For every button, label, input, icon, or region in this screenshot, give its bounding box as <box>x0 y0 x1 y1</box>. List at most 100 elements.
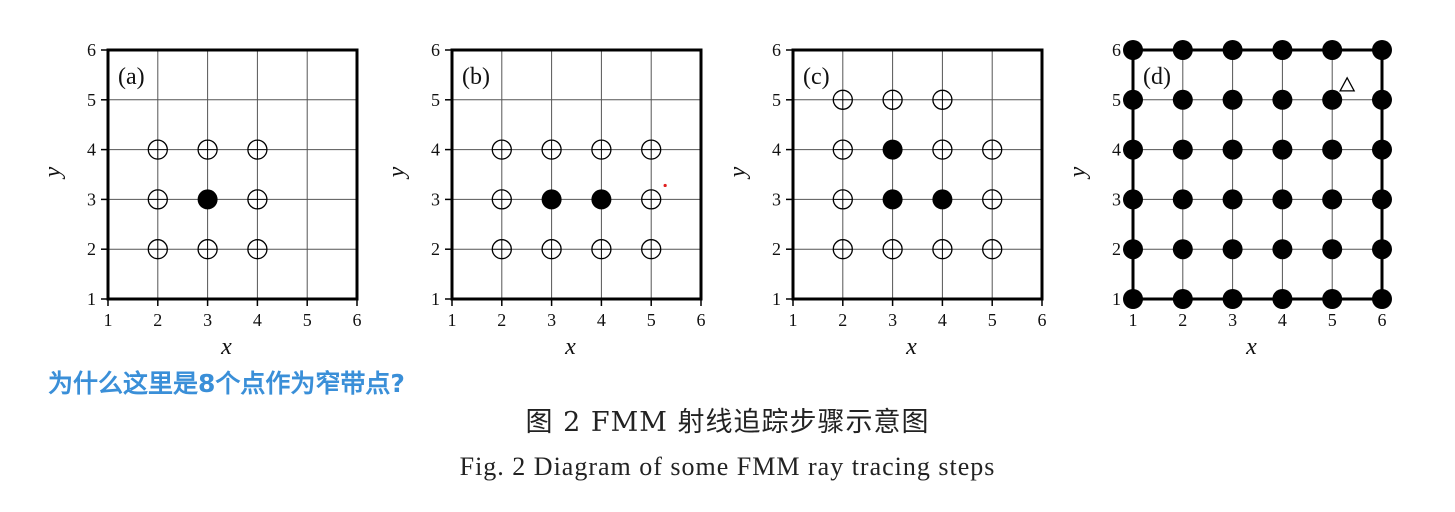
filled-point <box>1172 239 1193 260</box>
filled-point <box>1123 239 1143 260</box>
x-tick-label: 4 <box>597 310 606 330</box>
filled-point <box>1222 239 1243 260</box>
panel-label: (a) <box>118 64 145 90</box>
x-tick-label: 4 <box>1278 310 1287 330</box>
filled-point <box>197 189 218 210</box>
x-axis-label: x <box>905 334 917 360</box>
filled-point <box>1222 289 1243 309</box>
y-tick-label: 4 <box>87 140 96 160</box>
y-tick-label: 1 <box>431 289 440 309</box>
panel-a: 1 2 3 4 5 6 1 2 3 4 5 6 x y (a) <box>40 40 362 360</box>
filled-point <box>1123 289 1143 309</box>
panel-label: (c) <box>803 64 830 90</box>
x-tick-label: 2 <box>1178 310 1187 330</box>
filled-point <box>1372 40 1392 60</box>
filled-point <box>1372 189 1392 210</box>
panel-b: 1 2 3 4 5 6 1 2 3 4 5 6 x y (b) <box>384 40 706 360</box>
y-axis-label: y <box>384 166 410 179</box>
filled-point <box>1123 89 1143 110</box>
y-tick-label: 5 <box>431 90 440 110</box>
x-tick-label: 5 <box>1328 310 1337 330</box>
x-axis-label: x <box>220 334 232 360</box>
filled-point <box>1222 189 1243 210</box>
caption-chinese: 图 2 FMM 射线追踪步骤示意图 <box>525 407 930 438</box>
x-tick-label: 6 <box>1378 310 1387 330</box>
filled-point <box>1222 89 1243 110</box>
x-tick-label: 3 <box>888 310 897 330</box>
y-tick-label: 6 <box>1112 40 1121 60</box>
y-tick-label: 1 <box>1112 289 1121 309</box>
filled-point <box>1172 40 1193 60</box>
y-tick-label: 5 <box>1112 90 1121 110</box>
x-tick-label: 2 <box>497 310 506 330</box>
filled-point <box>1272 289 1293 309</box>
x-tick-label: 3 <box>547 310 556 330</box>
filled-point <box>1272 40 1293 60</box>
filled-point <box>1272 189 1293 210</box>
filled-point <box>1123 40 1143 60</box>
x-tick-label: 4 <box>253 310 262 330</box>
plot-frame <box>106 48 359 301</box>
red-dot-marker <box>663 183 667 188</box>
x-tick-label: 5 <box>988 310 997 330</box>
x-tick-label: 4 <box>938 310 947 330</box>
filled-point <box>1322 239 1343 260</box>
y-tick-label: 6 <box>431 40 440 60</box>
y-tick-label: 1 <box>772 289 781 309</box>
filled-point <box>1123 189 1143 210</box>
x-tick-label: 3 <box>1228 310 1237 330</box>
filled-point <box>1322 89 1343 110</box>
y-tick-label: 4 <box>772 140 781 160</box>
y-tick-label: 5 <box>87 90 96 110</box>
filled-point <box>1222 40 1243 60</box>
filled-point <box>1172 139 1193 160</box>
filled-point <box>1272 139 1293 160</box>
x-tick-label: 1 <box>448 310 457 330</box>
triangle-marker <box>1339 76 1356 92</box>
filled-point <box>1123 139 1143 160</box>
y-tick-label: 2 <box>772 239 781 259</box>
x-tick-label: 5 <box>647 310 656 330</box>
x-tick-label: 6 <box>353 310 362 330</box>
filled-point <box>1222 139 1243 160</box>
x-tick-label: 1 <box>104 310 113 330</box>
filled-point <box>1372 239 1392 260</box>
filled-point <box>882 189 903 210</box>
y-tick-label: 6 <box>772 40 781 60</box>
y-tick-label: 3 <box>1112 189 1121 209</box>
plot-frame <box>1131 48 1384 301</box>
filled-point <box>1372 139 1392 160</box>
y-axis-label: y <box>40 166 66 179</box>
y-axis-label: y <box>1065 166 1091 179</box>
figure-panels: 1 2 3 4 5 6 1 2 3 4 5 6 x y (a) 1 2 3 4 5 6 1 2 3 4 5 6 x y (b) 1 2 3 4 5 6… <box>40 40 1392 360</box>
filled-point <box>932 189 953 210</box>
y-tick-label: 3 <box>772 189 781 209</box>
x-tick-label: 2 <box>153 310 162 330</box>
filled-point <box>1322 40 1343 60</box>
y-tick-label: 4 <box>1112 140 1121 160</box>
plot-frame <box>450 48 703 301</box>
y-tick-label: 5 <box>772 90 781 110</box>
y-tick-label: 2 <box>1112 239 1121 259</box>
filled-point <box>1322 289 1343 309</box>
filled-point <box>882 139 903 160</box>
filled-point <box>591 189 612 210</box>
x-tick-label: 1 <box>789 310 798 330</box>
y-tick-label: 6 <box>87 40 96 60</box>
filled-point <box>1172 189 1193 210</box>
filled-point <box>1272 239 1293 260</box>
y-tick-label: 1 <box>87 289 96 309</box>
x-tick-label: 6 <box>697 310 706 330</box>
panel-c: 1 2 3 4 5 6 1 2 3 4 5 6 x y (c) <box>725 40 1047 360</box>
x-tick-label: 5 <box>303 310 312 330</box>
filled-point <box>1322 139 1343 160</box>
x-axis-label: x <box>564 334 576 360</box>
annotation-note: 为什么这里是8个点作为窄带点? <box>48 369 405 398</box>
filled-point <box>1372 89 1392 110</box>
plot-frame <box>791 48 1044 301</box>
panel-d: 1 2 3 4 5 6 1 2 3 4 5 6 x y (d) <box>1065 40 1392 360</box>
x-axis-label: x <box>1245 334 1257 360</box>
filled-point <box>541 189 562 210</box>
x-tick-label: 6 <box>1038 310 1047 330</box>
filled-point <box>1172 289 1193 309</box>
